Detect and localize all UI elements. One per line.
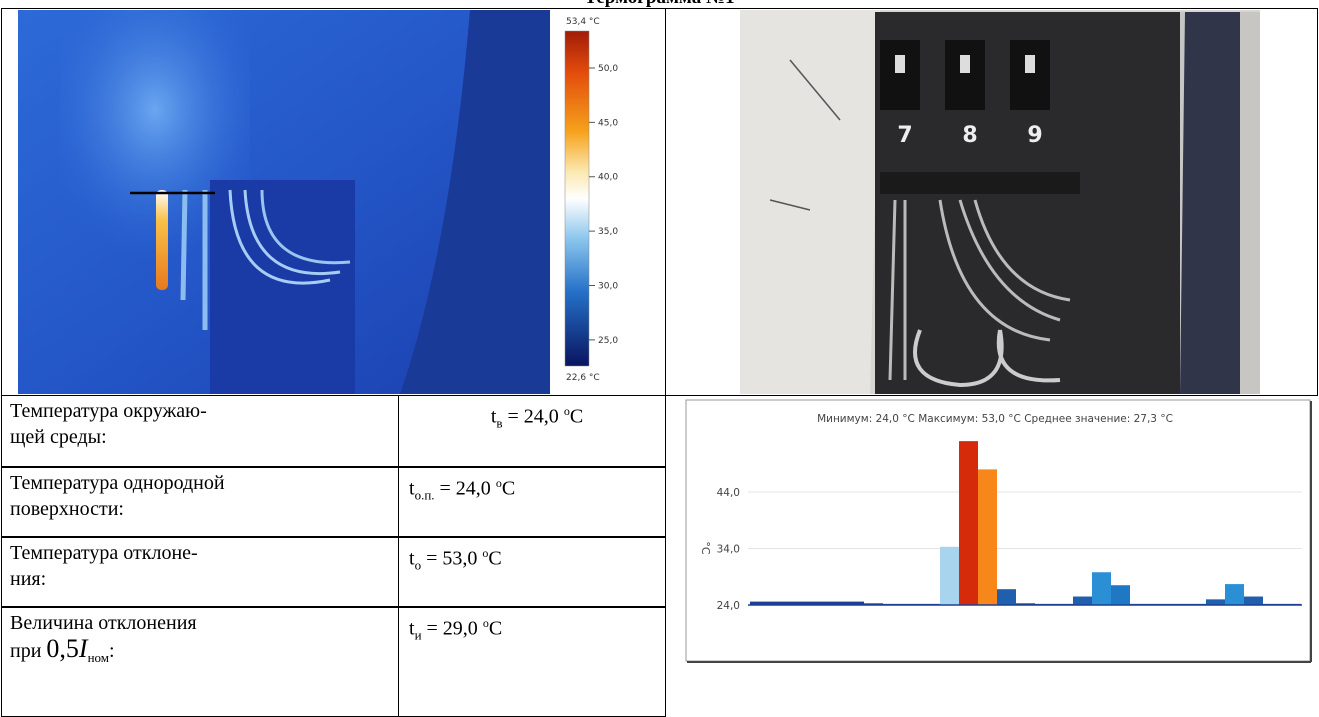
label-text: при xyxy=(10,640,47,662)
photo-label: 9 xyxy=(1027,123,1042,148)
value-index: в xyxy=(496,415,503,431)
value-unit: C xyxy=(488,617,503,640)
label-line: Температура окружаю- xyxy=(10,400,207,422)
scale-tick-label: 40,0 xyxy=(598,173,618,183)
label-sub: ном xyxy=(87,650,110,665)
photo-label: 8 xyxy=(962,123,977,148)
label-line: ния: xyxy=(10,568,47,590)
page-title: Термограмма №1 xyxy=(0,0,1319,9)
value-cell: tв = 24,0 oC xyxy=(398,395,666,467)
label-line: Величина отклонения xyxy=(10,612,197,634)
label-line: при 0,5Iном: xyxy=(10,636,398,671)
value-symbol: t xyxy=(409,617,415,640)
value-unit: C xyxy=(569,405,584,428)
label-cell: Температура однородной поверхности: xyxy=(1,467,399,537)
value-unit: C xyxy=(501,477,516,500)
value-symbol: t xyxy=(409,547,415,570)
value-text: = 29,0 xyxy=(421,617,483,640)
thermal-image: 53,4 °C 22,6 °C 50,0 45,0 40,0 35,0 30,0 25,0 xyxy=(18,10,642,394)
label-cell: Величина отклонения при 0,5Iном: xyxy=(1,607,399,717)
label-cell: Температура окружаю-щей среды: xyxy=(1,395,399,467)
label-line: поверхности: xyxy=(10,498,124,520)
value-cell: tо.п. = 24,0 oC xyxy=(398,467,666,537)
value-symbol: t xyxy=(409,477,415,500)
label-text: : xyxy=(109,640,115,662)
label-var: I xyxy=(78,634,88,663)
label-cell: Температура отклоне-ния: xyxy=(1,537,399,607)
label-line: Температура однородной xyxy=(10,472,225,494)
params-table: Температура окружаю-щей среды: tв = 24,0 … xyxy=(1,395,666,717)
scale-top-label: 53,4 °C xyxy=(566,17,600,27)
label-coef: 0,5 xyxy=(46,634,79,663)
value-degree: o xyxy=(495,476,502,490)
scale-tick-label: 45,0 xyxy=(598,118,618,128)
value-cell: tо = 53,0 oC xyxy=(398,537,666,607)
label-line: Температура отклоне- xyxy=(10,542,198,564)
scale-tick-label: 50,0 xyxy=(598,64,618,74)
value-symbol: t xyxy=(490,405,497,428)
value-index: о.п. xyxy=(414,487,435,503)
scale-bottom-label: 22,6 °C xyxy=(566,373,600,383)
value-text: = 24,0 xyxy=(434,477,496,500)
value-cell: tи = 29,0 oC xyxy=(398,607,666,717)
value-degree: o xyxy=(563,404,570,418)
scale-tick-label: 25,0 xyxy=(598,336,618,346)
value-degree: o xyxy=(482,616,489,630)
scale-tick-label: 30,0 xyxy=(598,282,618,292)
value-degree: o xyxy=(482,546,489,560)
images: 53,4 °C 22,6 °C 50,0 45,0 40,0 35,0 30,0 25,0… xyxy=(18,10,1260,394)
value-index: о xyxy=(414,557,422,573)
photo-cell xyxy=(665,8,1318,396)
scale-tick-label: 35,0 xyxy=(598,227,618,237)
value-text: = 24,0 xyxy=(502,405,564,428)
value-text: = 53,0 xyxy=(421,547,483,570)
photo: 7 8 9 xyxy=(740,10,1260,394)
photo-label: 7 xyxy=(897,123,912,148)
value-unit: C xyxy=(488,547,502,570)
label-line: щей среды: xyxy=(10,426,107,448)
value-index: и xyxy=(414,627,422,643)
